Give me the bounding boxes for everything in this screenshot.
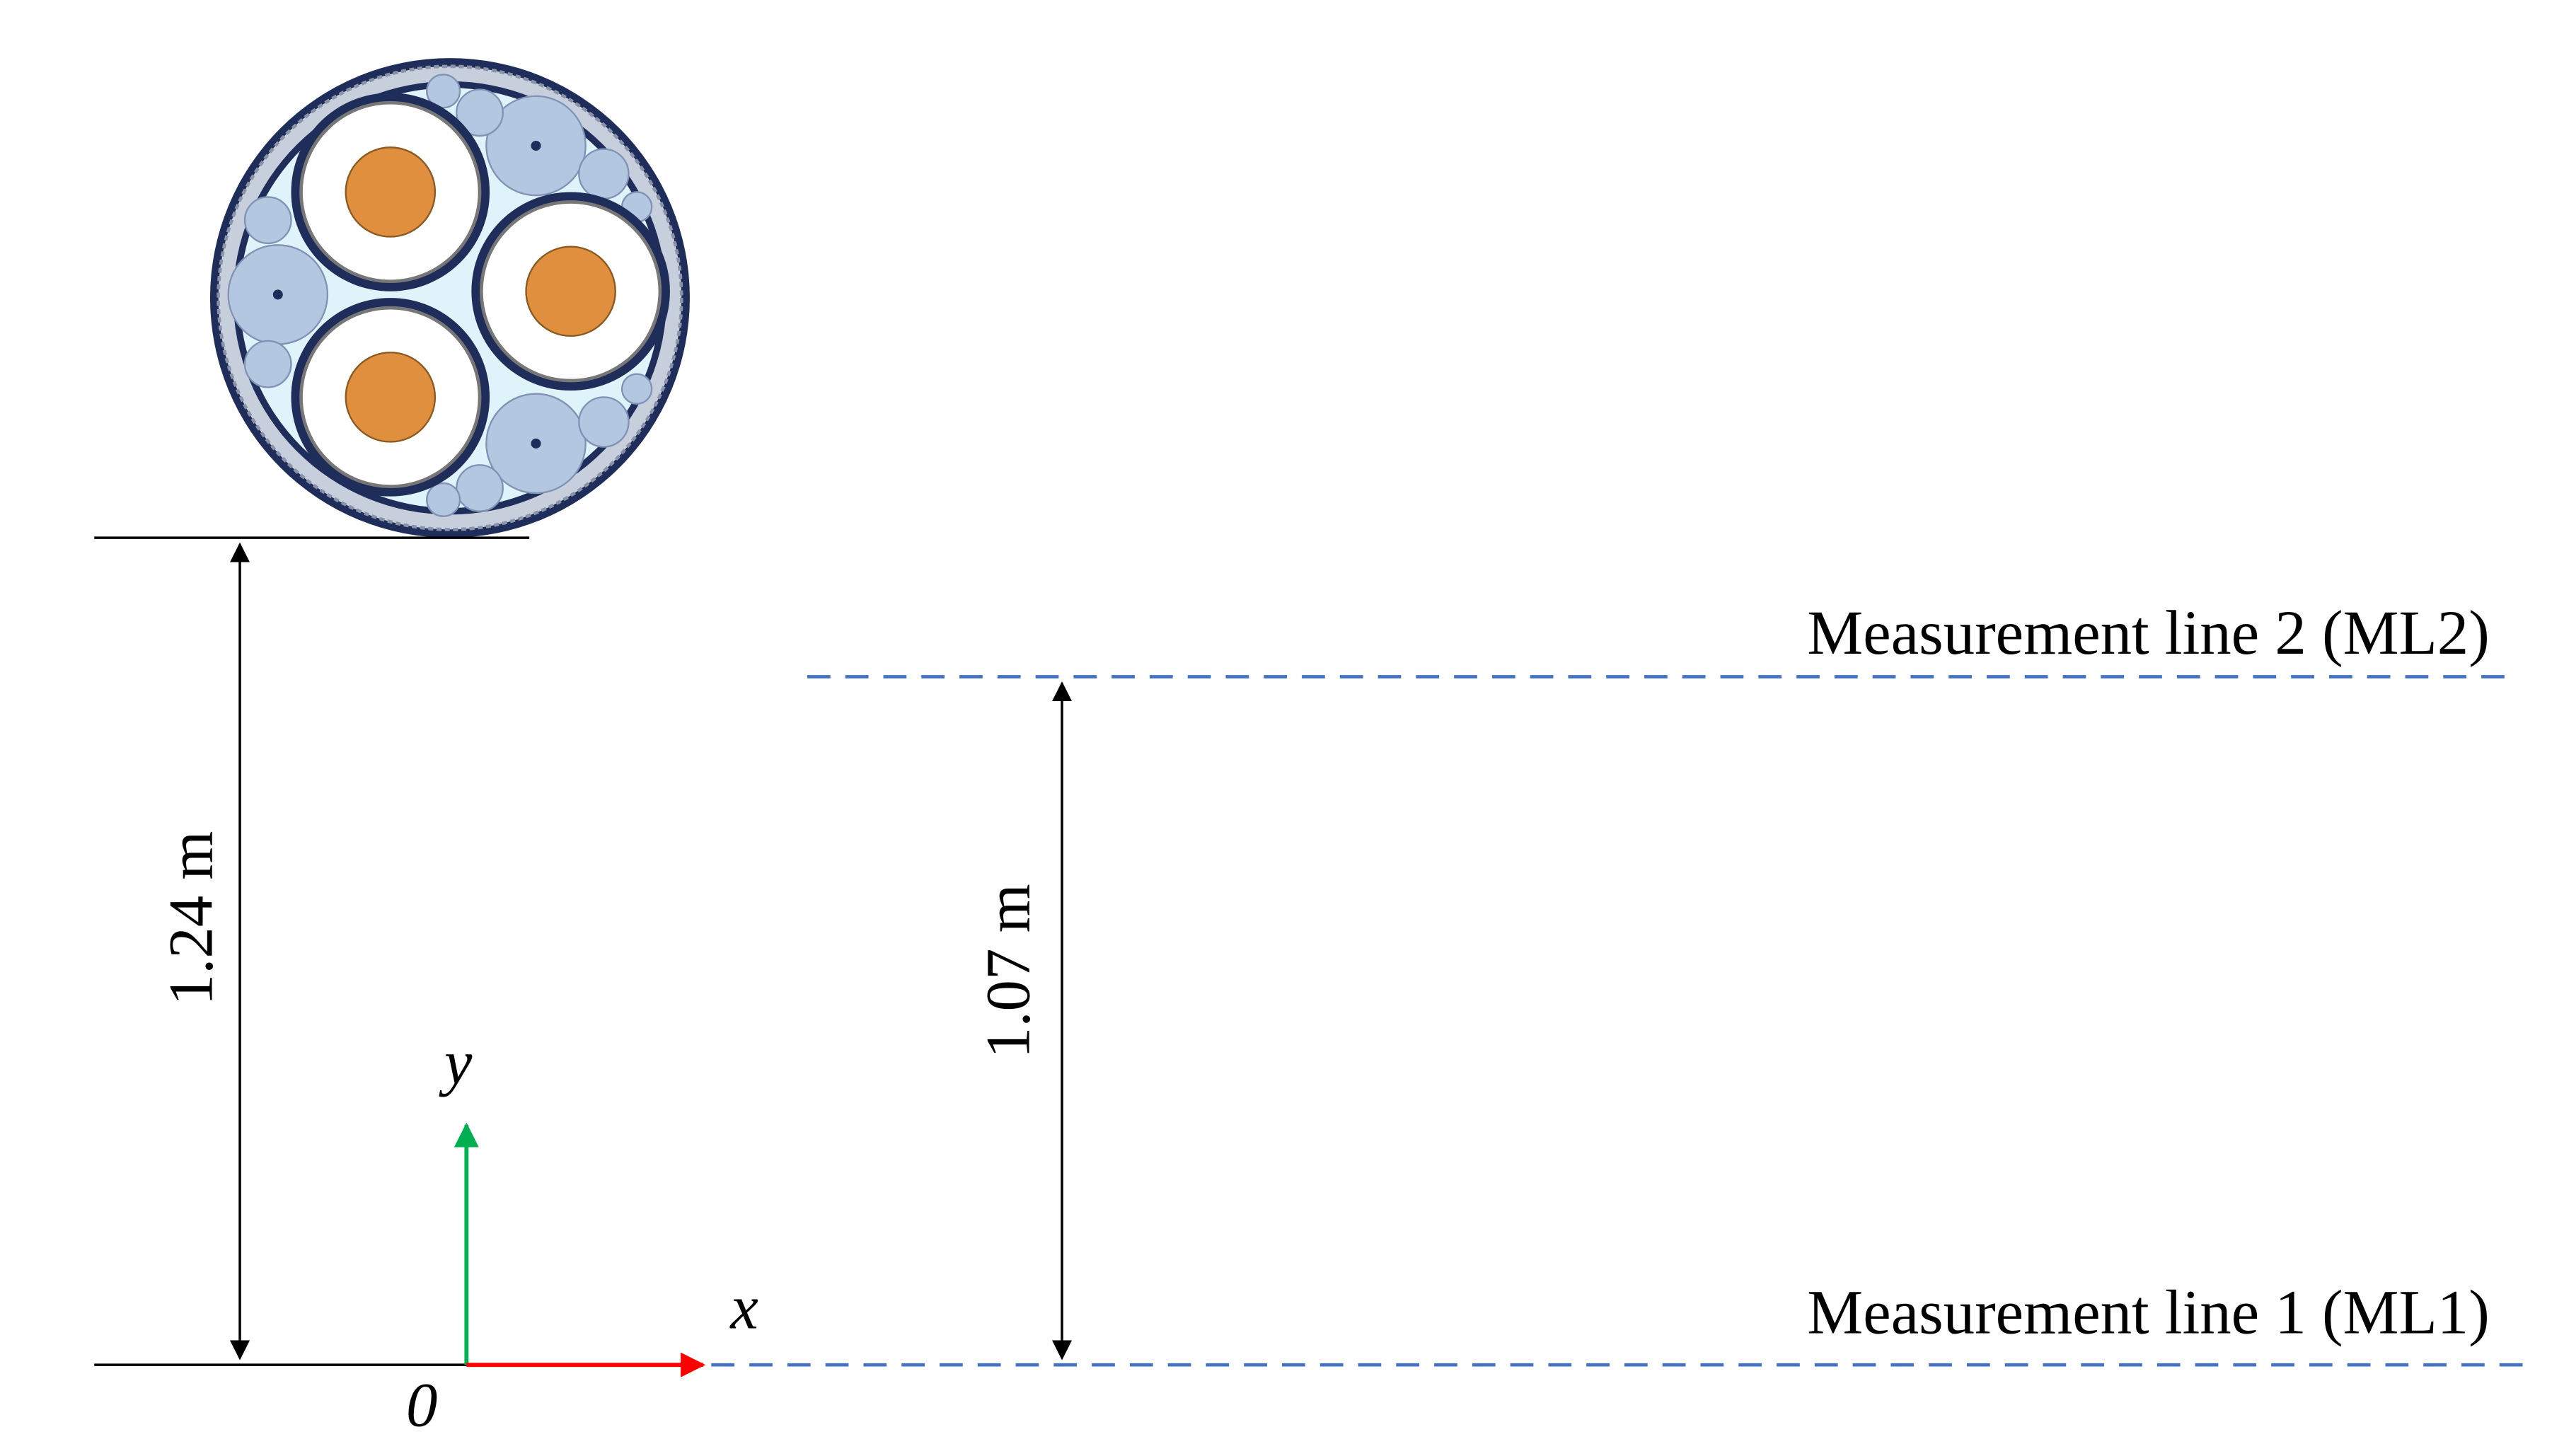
height-label: 1.24 m — [156, 831, 226, 1006]
spacing-label: 1.07 m — [974, 884, 1043, 1058]
ml1-label: Measurement line 1 (ML1) — [1807, 1278, 2490, 1348]
origin-label: 0 — [406, 1371, 437, 1440]
y-axis-label: y — [439, 1029, 473, 1098]
ml2-label: Measurement line 2 (ML2) — [1807, 599, 2490, 668]
x-axis-label: x — [729, 1273, 758, 1343]
cable — [209, 58, 690, 538]
